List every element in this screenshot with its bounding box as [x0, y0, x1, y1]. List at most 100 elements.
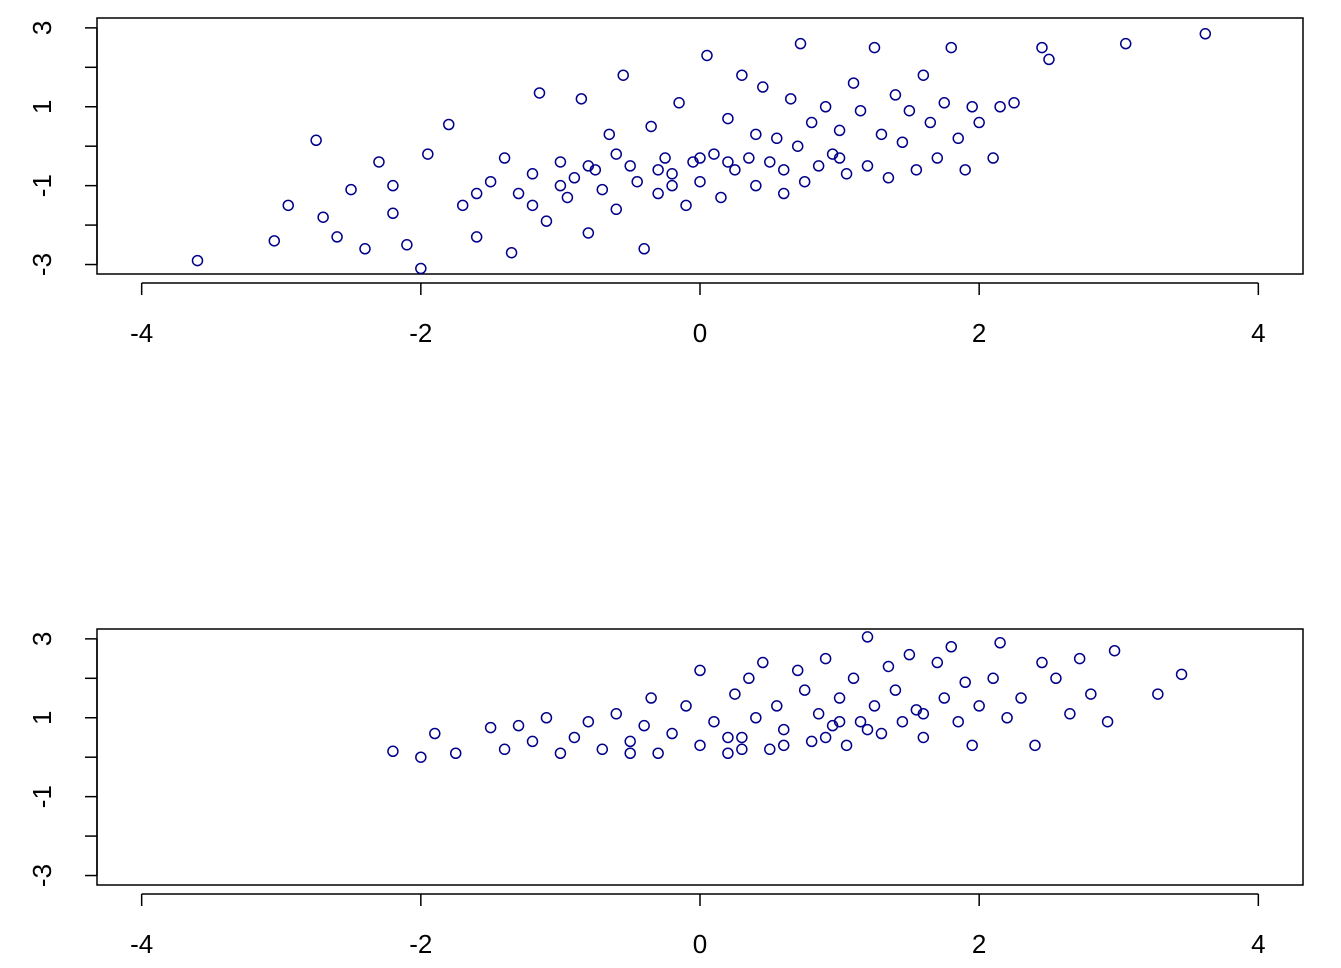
point — [791, 664, 804, 677]
point — [554, 156, 567, 168]
point — [526, 199, 539, 212]
point — [743, 152, 755, 164]
point — [191, 254, 204, 267]
point — [1175, 668, 1188, 681]
point — [833, 715, 846, 728]
point — [708, 715, 720, 728]
point — [1108, 644, 1121, 657]
point — [268, 235, 281, 247]
point — [498, 152, 511, 164]
point — [847, 672, 860, 685]
point — [449, 747, 462, 760]
point — [617, 69, 629, 81]
point — [959, 676, 971, 689]
point — [415, 262, 427, 275]
point — [596, 183, 609, 196]
point — [840, 739, 853, 752]
point — [470, 231, 483, 243]
point — [784, 93, 797, 105]
point — [729, 164, 741, 176]
point — [701, 49, 713, 62]
point — [750, 179, 762, 192]
point — [1029, 739, 1041, 752]
point — [764, 743, 776, 756]
point — [1050, 672, 1062, 685]
point — [819, 731, 832, 744]
point — [757, 656, 769, 669]
point — [282, 199, 294, 212]
point — [910, 164, 923, 176]
point — [359, 243, 371, 255]
point — [596, 743, 609, 756]
point — [554, 747, 567, 760]
x-tick-label: 2 — [972, 929, 986, 959]
point — [526, 735, 539, 748]
point — [882, 172, 895, 184]
point — [624, 747, 636, 760]
point — [896, 136, 909, 149]
point — [694, 152, 706, 164]
y-tick-label: 1 — [27, 100, 57, 114]
point — [666, 179, 678, 192]
x-tick-label: 4 — [1251, 929, 1265, 959]
point — [805, 116, 818, 129]
point — [903, 104, 916, 117]
point — [310, 134, 322, 147]
point — [694, 739, 706, 752]
x-tick-label: 2 — [972, 318, 986, 348]
point — [1015, 692, 1027, 704]
point — [952, 715, 964, 728]
point — [1064, 708, 1076, 720]
point — [736, 69, 748, 81]
point — [771, 132, 783, 145]
point — [778, 164, 790, 176]
point — [582, 715, 595, 728]
point — [715, 191, 727, 204]
point — [798, 175, 811, 188]
point — [882, 660, 895, 673]
point — [415, 751, 427, 763]
point — [952, 132, 964, 145]
point — [1073, 652, 1086, 665]
point — [624, 735, 636, 748]
x-tick-label: -4 — [130, 318, 153, 348]
point — [540, 712, 553, 724]
y-tick-label: 3 — [27, 632, 57, 646]
point — [833, 152, 846, 164]
point — [966, 739, 978, 752]
point — [708, 148, 720, 160]
point — [554, 179, 567, 192]
point — [575, 93, 588, 105]
point — [1101, 715, 1114, 728]
point — [966, 101, 978, 113]
x-tick-label: 4 — [1251, 318, 1265, 348]
point — [610, 708, 622, 720]
point — [1199, 28, 1212, 40]
point — [582, 160, 595, 172]
point — [422, 148, 434, 160]
point — [812, 708, 825, 720]
point — [987, 672, 999, 685]
point — [540, 215, 553, 227]
point — [757, 81, 769, 93]
point — [387, 745, 399, 758]
point — [638, 243, 650, 255]
point — [917, 731, 930, 744]
point — [1008, 97, 1020, 109]
point — [750, 712, 762, 724]
point — [924, 116, 937, 129]
point — [945, 641, 957, 653]
point — [561, 191, 574, 204]
point — [778, 739, 790, 752]
x-tick-label: -4 — [130, 929, 153, 959]
point — [645, 692, 657, 704]
point — [568, 172, 581, 184]
point — [331, 231, 343, 243]
point — [854, 104, 867, 117]
point — [456, 199, 469, 212]
point — [624, 160, 636, 172]
point — [638, 719, 650, 732]
point — [861, 631, 874, 643]
point — [387, 207, 399, 220]
